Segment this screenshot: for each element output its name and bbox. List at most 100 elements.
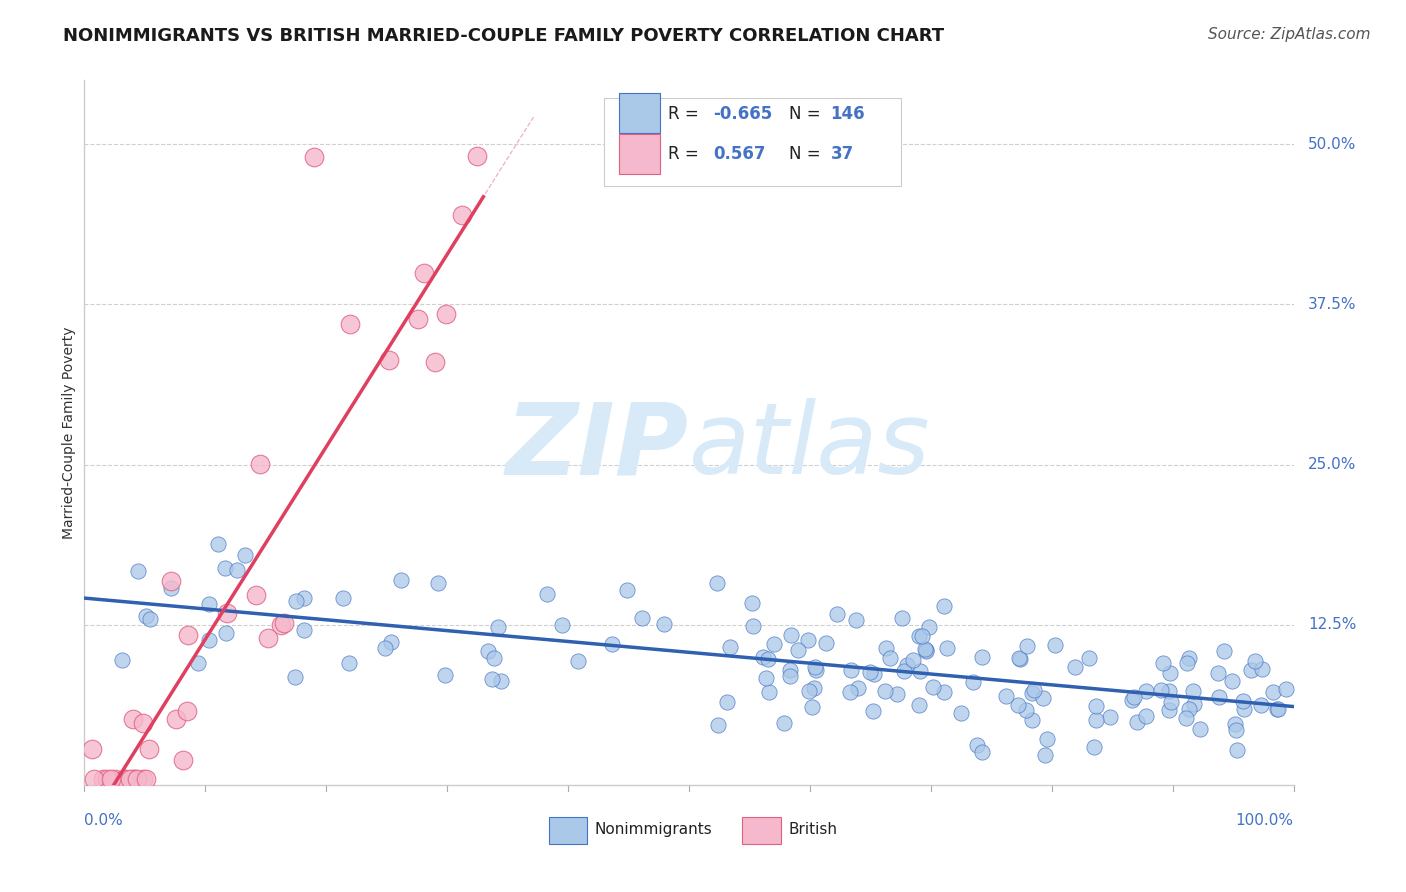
Point [433, 668, 456, 682]
Point [225, 563, 247, 577]
Point [1178, 651, 1201, 665]
Point [127, 564, 149, 578]
Point [962, 675, 984, 690]
Point [797, 633, 820, 648]
Point [1220, 673, 1243, 688]
Point [1032, 691, 1054, 706]
Point [135, 772, 157, 786]
Point [302, 150, 325, 164]
Y-axis label: Married-Couple Family Poverty: Married-Couple Family Poverty [62, 326, 76, 539]
Point [1244, 654, 1267, 668]
Point [911, 629, 934, 643]
Point [1265, 702, 1288, 716]
Point [1008, 652, 1031, 666]
Point [91, 772, 114, 786]
Point [756, 652, 779, 666]
Point [482, 651, 505, 665]
Point [1157, 684, 1180, 698]
Point [786, 642, 808, 657]
Point [139, 611, 162, 625]
Point [273, 616, 295, 631]
Point [886, 687, 908, 701]
Point [270, 617, 292, 632]
Point [1123, 690, 1146, 705]
Point [914, 642, 936, 657]
Point [763, 637, 786, 651]
Point [934, 599, 956, 613]
Point [755, 672, 778, 686]
Point [922, 680, 945, 694]
Point [135, 609, 157, 624]
Point [132, 772, 155, 786]
Point [741, 596, 763, 610]
Point [1160, 695, 1182, 709]
Point [100, 772, 122, 786]
Text: 25.0%: 25.0% [1308, 458, 1357, 472]
Point [121, 712, 143, 726]
Point [1250, 698, 1272, 712]
Point [949, 706, 972, 720]
Point [215, 625, 238, 640]
Point [1175, 657, 1198, 671]
Text: NONIMMIGRANTS VS BRITISH MARRIED-COUPLE FAMILY POVERTY CORRELATION CHART: NONIMMIGRANTS VS BRITISH MARRIED-COUPLE … [63, 27, 945, 45]
Point [779, 663, 801, 677]
Point [406, 311, 429, 326]
Point [1159, 665, 1181, 680]
Point [374, 640, 396, 655]
Point [1085, 699, 1108, 714]
Point [1212, 644, 1234, 658]
Point [187, 657, 209, 671]
Point [773, 716, 796, 731]
Point [1022, 683, 1045, 698]
Text: 0.0%: 0.0% [84, 814, 124, 828]
Point [752, 649, 775, 664]
FancyBboxPatch shape [619, 134, 659, 174]
Text: 100.0%: 100.0% [1236, 814, 1294, 828]
Point [1182, 683, 1205, 698]
Text: 37.5%: 37.5% [1308, 297, 1357, 312]
Point [160, 581, 183, 595]
Point [915, 644, 938, 658]
Point [1126, 715, 1149, 730]
Point [616, 582, 638, 597]
Point [780, 628, 803, 642]
Point [652, 617, 675, 632]
Point [845, 613, 868, 627]
Text: -0.665: -0.665 [713, 104, 772, 122]
Point [1135, 708, 1157, 723]
Point [380, 635, 402, 649]
Point [707, 718, 730, 732]
Point [879, 651, 901, 665]
Point [389, 573, 412, 587]
Point [1184, 698, 1206, 712]
Point [932, 685, 955, 699]
Point [1121, 693, 1143, 707]
Point [891, 611, 914, 625]
Point [873, 684, 896, 698]
Point [907, 629, 929, 643]
Point [1226, 743, 1249, 757]
Point [1021, 686, 1043, 700]
Point [901, 653, 924, 667]
Point [875, 640, 897, 655]
Text: 50.0%: 50.0% [1308, 136, 1357, 152]
Point [801, 700, 824, 714]
Point [908, 698, 931, 712]
Point [1135, 683, 1157, 698]
Point [434, 307, 457, 321]
Point [378, 353, 401, 368]
Point [839, 685, 862, 699]
Point [165, 712, 187, 726]
Point [337, 657, 360, 671]
Point [804, 663, 827, 677]
Text: R =: R = [668, 104, 704, 122]
Point [486, 620, 509, 634]
Point [1152, 657, 1174, 671]
Text: N =: N = [789, 145, 831, 163]
Point [111, 653, 134, 667]
Point [1261, 685, 1284, 699]
Point [1077, 650, 1099, 665]
Point [177, 628, 200, 642]
Point [742, 619, 765, 633]
Point [1208, 690, 1230, 705]
